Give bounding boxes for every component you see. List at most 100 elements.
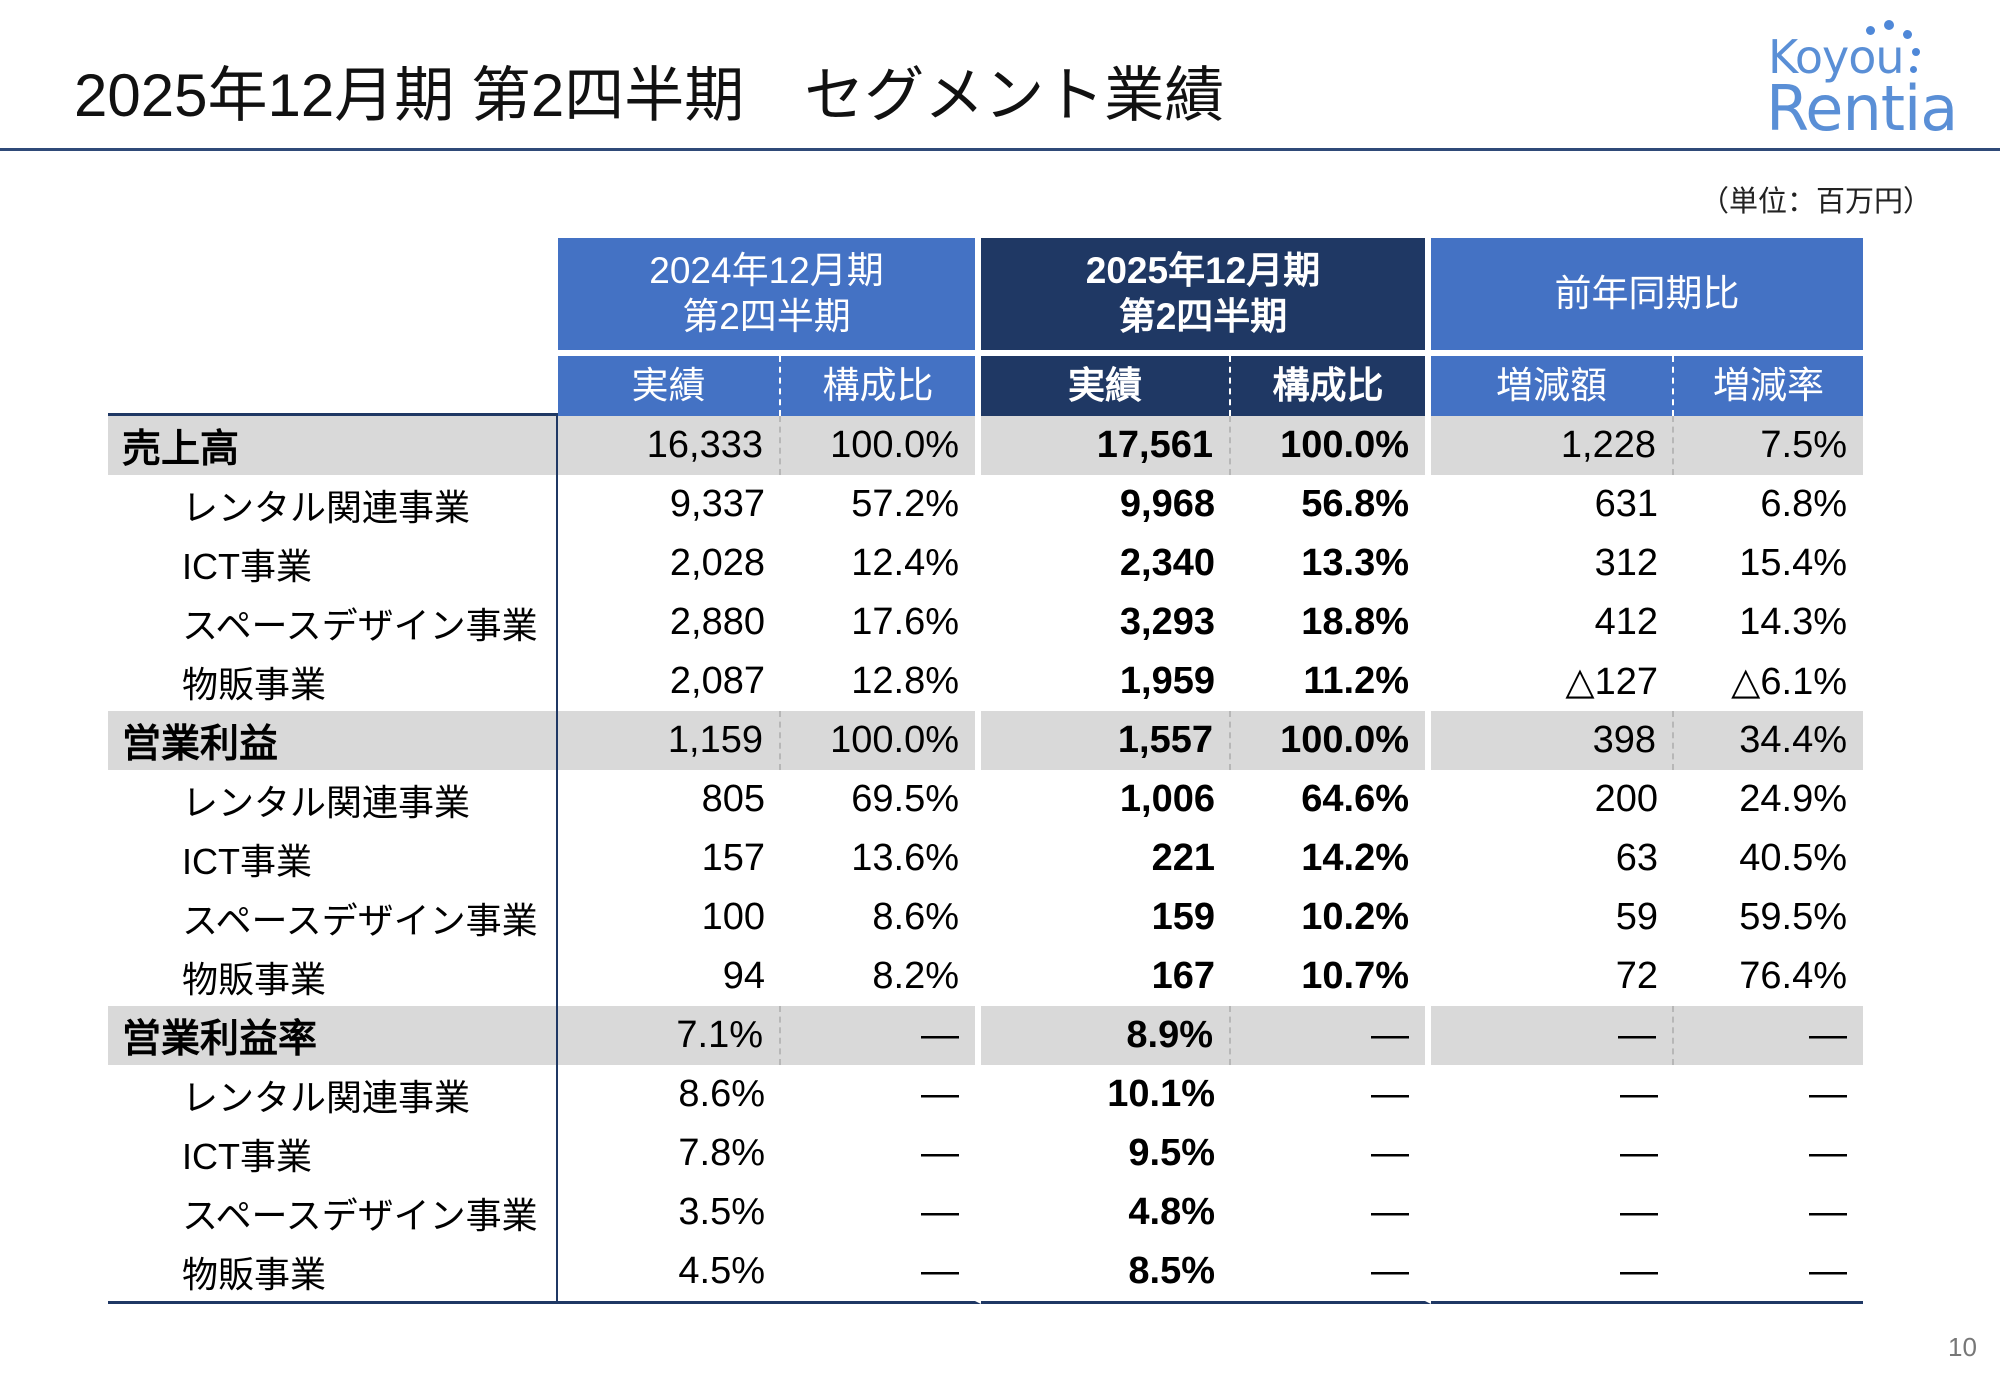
header-prev-period: 2024年12月期 第2四半期 bbox=[558, 238, 981, 356]
header-curr-quarter: 第2四半期 bbox=[1118, 296, 1288, 337]
prev-ratio-cell: ― bbox=[781, 1124, 981, 1183]
curr-actual-cell: 2,340 bbox=[1119, 542, 1215, 584]
curr-ratio-cell: 11.2% bbox=[1231, 652, 1431, 711]
curr-ratio-cell: 18.8% bbox=[1231, 593, 1431, 652]
prev-ratio-cell: 69.5% bbox=[781, 770, 981, 829]
change-rate-cell: 15.4% bbox=[1739, 542, 1847, 584]
logo-dot bbox=[1910, 66, 1917, 73]
table-row: 売上高 16,333 100.0% 17,561 100.0% 1,228 7.… bbox=[108, 416, 1863, 475]
change-rate-cell: 7.5% bbox=[1674, 416, 1863, 475]
change-rate-cell: ― bbox=[1674, 1242, 1863, 1304]
header-change-amount: 増減額 bbox=[1431, 356, 1674, 416]
row-label: レンタル関連事業 bbox=[108, 1065, 558, 1124]
curr-ratio-cell: ― bbox=[1231, 1006, 1431, 1065]
prev-actual-cell: 4.5% bbox=[558, 1242, 781, 1304]
table-row: スペースデザイン事業 3.5% ― 4.8% ― ― ― bbox=[108, 1183, 1863, 1242]
change-amount-cell: 398 bbox=[1431, 711, 1674, 770]
prev-actual-cell: 1,159 bbox=[558, 711, 781, 770]
table-row: ICT事業 2,028 12.4% 2,340 13.3% 312 15.4% bbox=[108, 534, 1863, 593]
header-curr-actual: 実績 bbox=[981, 356, 1231, 416]
change-amount-cell: ― bbox=[1620, 1191, 1658, 1233]
curr-ratio-cell: 14.2% bbox=[1231, 829, 1431, 888]
table-row: レンタル関連事業 9,337 57.2% 9,968 56.8% 631 6.8… bbox=[108, 475, 1863, 534]
table-row: レンタル関連事業 805 69.5% 1,006 64.6% 200 24.9% bbox=[108, 770, 1863, 829]
table-row: ICT事業 7.8% ― 9.5% ― ― ― bbox=[108, 1124, 1863, 1183]
unit-label: （単位：百万円） bbox=[1700, 186, 1933, 218]
header-prev-quarter: 第2四半期 bbox=[682, 296, 851, 337]
row-label: スペースデザイン事業 bbox=[108, 593, 558, 652]
table-body: 売上高 16,333 100.0% 17,561 100.0% 1,228 7.… bbox=[108, 416, 1863, 1304]
prev-actual-cell: 2,880 bbox=[669, 601, 765, 643]
header-curr-period: 2025年12月期 第2四半期 bbox=[981, 238, 1431, 356]
table-row: 営業利益 1,159 100.0% 1,557 100.0% 398 34.4% bbox=[108, 711, 1863, 770]
change-rate-cell: 6.8% bbox=[1760, 483, 1847, 525]
row-label: 物販事業 bbox=[108, 652, 558, 711]
curr-actual-cell: 9,968 bbox=[1119, 483, 1215, 525]
curr-actual-cell: 167 bbox=[1151, 955, 1215, 997]
change-amount-cell: 72 bbox=[1615, 955, 1658, 997]
prev-ratio-cell: 12.4% bbox=[781, 534, 981, 593]
header-change-rate: 増減率 bbox=[1674, 356, 1863, 416]
change-amount-cell: 631 bbox=[1594, 483, 1658, 525]
row-label: 物販事業 bbox=[108, 947, 558, 1006]
logo-dot bbox=[1903, 30, 1912, 39]
change-amount-cell: 200 bbox=[1594, 778, 1658, 820]
curr-actual-cell: 159 bbox=[1151, 896, 1215, 938]
curr-ratio-cell: 10.7% bbox=[1231, 947, 1431, 1006]
header-spacer bbox=[108, 238, 558, 356]
curr-ratio-cell: 13.3% bbox=[1231, 534, 1431, 593]
prev-ratio-cell: ― bbox=[781, 1242, 981, 1304]
curr-actual-cell: 1,006 bbox=[1119, 778, 1215, 820]
header-curr-ratio: 構成比 bbox=[1231, 356, 1431, 416]
curr-actual-cell: 221 bbox=[1151, 837, 1215, 879]
table-row: 物販事業 94 8.2% 167 10.7% 72 76.4% bbox=[108, 947, 1863, 1006]
change-rate-cell: 40.5% bbox=[1739, 837, 1847, 879]
title-divider bbox=[0, 148, 2000, 151]
prev-ratio-cell: 13.6% bbox=[781, 829, 981, 888]
logo-dot bbox=[1884, 20, 1894, 30]
prev-ratio-cell: 8.2% bbox=[781, 947, 981, 1006]
prev-ratio-cell: 17.6% bbox=[781, 593, 981, 652]
curr-ratio-cell: ― bbox=[1231, 1124, 1431, 1183]
change-amount-cell: 63 bbox=[1615, 837, 1658, 879]
row-label: レンタル関連事業 bbox=[108, 475, 558, 534]
row-label: ICT事業 bbox=[108, 829, 558, 888]
logo-dot bbox=[1866, 26, 1875, 35]
change-rate-cell: 34.4% bbox=[1674, 711, 1863, 770]
curr-actual-cell: 9.5% bbox=[1128, 1132, 1215, 1174]
table-row: ICT事業 157 13.6% 221 14.2% 63 40.5% bbox=[108, 829, 1863, 888]
prev-ratio-cell: ― bbox=[781, 1183, 981, 1242]
logo-dot bbox=[1912, 48, 1920, 56]
curr-ratio-cell: 56.8% bbox=[1231, 475, 1431, 534]
change-rate-cell: 59.5% bbox=[1739, 896, 1847, 938]
curr-actual-cell: 17,561 bbox=[981, 416, 1231, 475]
prev-ratio-cell: ― bbox=[781, 1065, 981, 1124]
row-label: スペースデザイン事業 bbox=[108, 888, 558, 947]
page-title: 2025年12月期 第2四半期 セグメント業績 bbox=[74, 62, 1225, 129]
change-amount-cell: 412 bbox=[1594, 601, 1658, 643]
row-label: 営業利益 bbox=[108, 711, 558, 770]
change-rate-cell: 14.3% bbox=[1739, 601, 1847, 643]
header-prev-year: 2024年12月期 bbox=[649, 250, 884, 291]
prev-actual-cell: 2,087 bbox=[669, 660, 765, 702]
curr-ratio-cell: 100.0% bbox=[1231, 711, 1431, 770]
change-rate-cell: △6.1% bbox=[1731, 661, 1847, 703]
table-row: 物販事業 2,087 12.8% 1,959 11.2% △127 △6.1% bbox=[108, 652, 1863, 711]
prev-ratio-cell: ― bbox=[781, 1006, 981, 1065]
curr-actual-cell: 8.9% bbox=[981, 1006, 1231, 1065]
row-label: ICT事業 bbox=[108, 1124, 558, 1183]
curr-ratio-cell: 64.6% bbox=[1231, 770, 1431, 829]
prev-actual-cell: 2,028 bbox=[669, 542, 765, 584]
change-amount-cell: ― bbox=[1620, 1073, 1658, 1115]
prev-actual-cell: 94 bbox=[722, 955, 765, 997]
prev-actual-cell: 8.6% bbox=[678, 1073, 765, 1115]
curr-ratio-cell: 100.0% bbox=[1231, 416, 1431, 475]
prev-actual-cell: 157 bbox=[701, 837, 765, 879]
change-amount-cell: △127 bbox=[1565, 661, 1658, 703]
header-curr-year: 2025年12月期 bbox=[1085, 250, 1321, 291]
company-logo: Koyou Rentia bbox=[1760, 10, 1970, 150]
table-row: スペースデザイン事業 2,880 17.6% 3,293 18.8% 412 1… bbox=[108, 593, 1863, 652]
row-label: 営業利益率 bbox=[108, 1006, 558, 1065]
curr-ratio-cell: ― bbox=[1231, 1242, 1431, 1304]
curr-actual-cell: 1,959 bbox=[1119, 660, 1215, 702]
